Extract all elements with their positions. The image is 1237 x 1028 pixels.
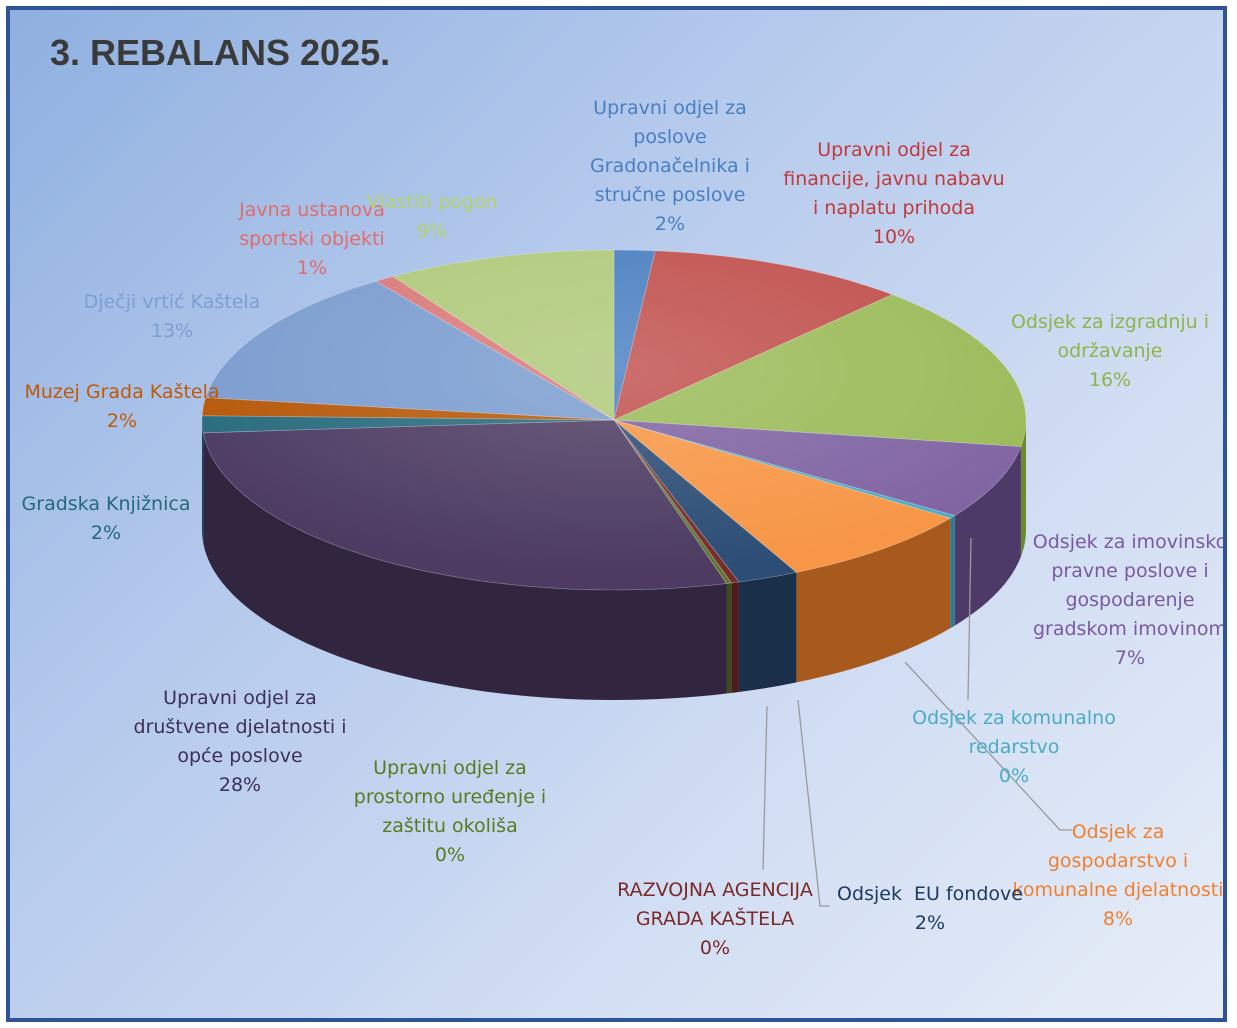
slice-label-javna-ustanova-sportski-objekt: Javna ustanova sportski objekti 1% — [239, 196, 385, 283]
slice-label-upravni-odjel-za-financije-jav: Upravni odjel za financije, javnu nabavu… — [783, 136, 1004, 252]
slice-label-percent: 9% — [416, 220, 448, 242]
slice-label-muzej-grada-ka-tela: Muzej Grada Kaštela 2% — [24, 378, 219, 436]
slice-label-name: Odsjek za komunalno redarstvo — [912, 707, 1116, 758]
slice-label-name: Upravni odjel za poslove Gradonačelnika … — [590, 97, 750, 206]
slice-label-odsjek-za-gospodarstvo-i-komun: Odsjek za gospodarstvo i komunalne djela… — [1012, 818, 1224, 934]
slice-label-percent: 0% — [434, 844, 466, 866]
pie-side-gradska-knji-nica — [202, 420, 204, 543]
slice-label-razvojna-agencija-grada-ka-tel: RAZVOJNA AGENCIJA GRADA KAŠTELA 0% — [617, 876, 813, 963]
leader-line-razvojna-agencija-grada-ka-tel — [762, 705, 768, 871]
chart-title: 3. REBALANS 2025. — [50, 32, 391, 73]
slice-label-name: Upravni odjel za prostorno uređenje i za… — [353, 757, 547, 837]
slice-label-percent: 8% — [1102, 908, 1134, 930]
slice-label-percent: 10% — [872, 226, 916, 248]
slice-label-odsjek-za-komunalno-redarstvo: Odsjek za komunalno redarstvo 0% — [912, 704, 1116, 791]
slice-label-name: RAZVOJNA AGENCIJA GRADA KAŠTELA — [617, 879, 813, 930]
slice-label-percent: 1% — [296, 257, 328, 279]
slice-label-percent: 2% — [654, 213, 686, 235]
slice-label-upravni-odjel-za-poslove-grado: Upravni odjel za poslove Gradonačelnika … — [590, 94, 750, 239]
slice-label-name: Vlastiti pogon — [366, 191, 498, 213]
slice-label-upravni-odjel-za-dru-tvene-dje: Upravni odjel za društvene djelatnosti i… — [134, 684, 347, 800]
pie-side-upravni-odjel-za-dru-tvene-dje — [203, 432, 727, 700]
slice-label-name: Odsjek EU fondove — [837, 883, 1023, 905]
slice-label-name: Muzej Grada Kaštela — [24, 381, 220, 403]
slice-label-percent: 2% — [90, 522, 122, 544]
slice-label-name: Gradska Knjižnica — [21, 493, 191, 515]
pie-chart — [201, 249, 1072, 907]
leader-line-odsjek-za-komunalno-redarstvo — [967, 537, 972, 701]
pie-side-odsjek-za-imovinsko-pravne-pos — [954, 446, 1021, 626]
pie-side-odsjek-za-gospodarstvo-i-komun — [796, 518, 951, 683]
slice-label-percent: 2% — [106, 410, 138, 432]
pie-side-upravni-odjel-za-prostorno-ure — [726, 582, 732, 694]
pie-side-odsjek-za-komunalno-redarstvo — [950, 515, 955, 629]
slice-label-name: Dječji vrtić Kaštela — [83, 291, 261, 313]
slice-label-percent: 2% — [914, 912, 946, 934]
pie-side-razvojna-agencija-grada-ka-tel — [731, 582, 739, 693]
leader-line-odsjek-eu-fondove — [797, 699, 830, 907]
pie-side-odsjek-eu-fondove — [738, 572, 797, 692]
slice-label-odsjek-eu-fondove: Odsjek EU fondove 2% — [837, 880, 1023, 938]
slice-label-name: Upravni odjel za društvene djelatnosti i… — [133, 687, 347, 767]
slice-label-vlastiti-pogon: Vlastiti pogon 9% — [367, 188, 498, 246]
slice-label-gradska-knji-nica: Gradska Knjižnica 2% — [22, 490, 191, 548]
slice-label-percent: 0% — [998, 765, 1030, 787]
slice-label-name: Odsjek za izgradnju i održavanje — [1010, 311, 1210, 362]
slice-label-name: Javna ustanova sportski objekti — [239, 199, 385, 250]
slice-label-upravni-odjel-za-prostorno-ure: Upravni odjel za prostorno uređenje i za… — [354, 754, 546, 870]
slice-label-name: Upravni odjel za financije, javnu nabavu… — [783, 139, 1005, 219]
slice-label-odsjek-za-imovinsko-pravne-pos: Odsjek za imovinsko pravne poslove i gos… — [1032, 528, 1227, 673]
pie-side-odsjek-za-izgradnju-i-odr-avan — [1020, 420, 1026, 557]
slice-label-percent: 28% — [218, 774, 262, 796]
slice-label-percent: 0% — [699, 937, 731, 959]
slice-label-percent: 7% — [1114, 647, 1146, 669]
slice-label-percent: 16% — [1088, 369, 1132, 391]
slice-label-dje-ji-vrti-ka-tela: Dječji vrtić Kaštela 13% — [84, 288, 261, 346]
slice-label-odsjek-za-izgradnju-i-odr-avan: Odsjek za izgradnju i održavanje 16% — [1011, 308, 1209, 395]
slice-label-name: Odsjek za gospodarstvo i komunalne djela… — [1012, 821, 1224, 901]
leader-line-odsjek-za-gospodarstvo-i-komun — [904, 661, 1072, 831]
slice-label-name: Odsjek za imovinsko pravne poslove i gos… — [1032, 531, 1227, 640]
slice-label-percent: 13% — [150, 320, 194, 342]
pie-highlight — [202, 250, 1026, 590]
chart-frame: 3. REBALANS 2025. Upravni odjel za poslo… — [6, 6, 1227, 1022]
